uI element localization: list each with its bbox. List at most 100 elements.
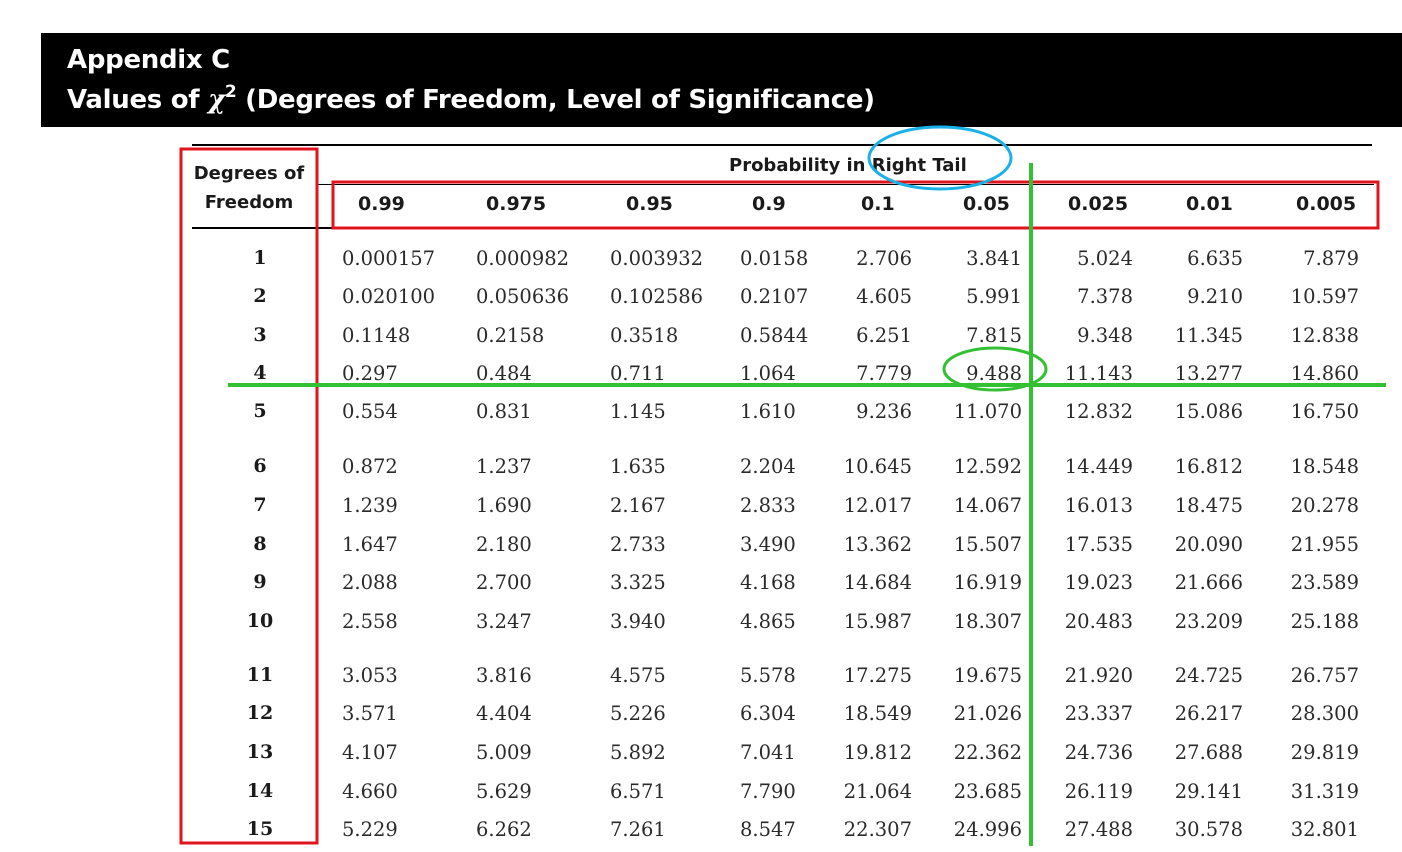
table-cell: 19.675 bbox=[953, 664, 1022, 687]
df-cell: 4 bbox=[253, 362, 267, 384]
probability-column-header: 0.01 bbox=[1186, 193, 1233, 215]
probability-column-header: 0.9 bbox=[752, 193, 786, 215]
table-cell: 4.575 bbox=[610, 664, 666, 687]
table-cell: 24.725 bbox=[1174, 664, 1243, 687]
table-cell: 21.026 bbox=[953, 702, 1022, 725]
table-cell: 0.711 bbox=[610, 362, 666, 385]
table-cell: 30.578 bbox=[1174, 818, 1243, 841]
table-cell: 15.507 bbox=[953, 533, 1022, 556]
table-cell: 12.017 bbox=[843, 494, 912, 517]
table-cell: 29.141 bbox=[1174, 780, 1243, 803]
table-cell: 4.168 bbox=[740, 571, 796, 594]
table-cell: 11.070 bbox=[953, 400, 1022, 423]
df-cell: 5 bbox=[253, 400, 267, 422]
table-cell: 5.578 bbox=[740, 664, 796, 687]
table-cell: 0.2107 bbox=[740, 285, 809, 308]
df-cell: 12 bbox=[246, 702, 274, 724]
table-cell: 0.003932 bbox=[610, 247, 704, 270]
table-cell: 13.362 bbox=[843, 533, 912, 556]
table-cell: 0.000157 bbox=[342, 247, 436, 270]
probability-column-header: 0.025 bbox=[1068, 193, 1129, 215]
table-cell: 0.554 bbox=[342, 400, 398, 423]
table-cell: 3.247 bbox=[476, 610, 532, 633]
table-cell: 2.180 bbox=[476, 533, 532, 556]
df-cell: 8 bbox=[253, 533, 267, 555]
table-cell: 10.645 bbox=[843, 455, 912, 478]
table-cell: 7.041 bbox=[740, 741, 796, 764]
table-cell: 1.064 bbox=[740, 362, 796, 385]
probability-column-header: 0.95 bbox=[626, 193, 673, 215]
table-cell: 3.571 bbox=[342, 702, 398, 725]
table-cell: 5.991 bbox=[966, 285, 1022, 308]
probability-column-header: 0.005 bbox=[1296, 193, 1357, 215]
table-cell: 3.940 bbox=[610, 610, 666, 633]
table-cell: 0.050636 bbox=[476, 285, 570, 308]
table-cell: 5.009 bbox=[476, 741, 532, 764]
table-cell: 27.488 bbox=[1064, 818, 1133, 841]
table-cell: 17.275 bbox=[843, 664, 912, 687]
df-header-line2: Freedom bbox=[204, 192, 294, 213]
probability-header: Probability in Right Tail bbox=[729, 155, 967, 176]
table-cell: 4.605 bbox=[856, 285, 912, 308]
table-cell: 9.210 bbox=[1187, 285, 1243, 308]
probability-column-header: 0.1 bbox=[861, 193, 895, 215]
table-cell: 21.920 bbox=[1064, 664, 1133, 687]
table-cell: 0.484 bbox=[476, 362, 532, 385]
table-cell: 15.086 bbox=[1174, 400, 1243, 423]
table-cell: 7.779 bbox=[856, 362, 912, 385]
table-cell: 22.362 bbox=[953, 741, 1022, 764]
table-cell: 26.757 bbox=[1290, 664, 1359, 687]
table-cell: 1.239 bbox=[342, 494, 398, 517]
table-cell: 23.589 bbox=[1290, 571, 1359, 594]
appendix-subtitle: Values of χ2 (Degrees of Freedom, Level … bbox=[67, 82, 875, 115]
table-cell: 0.102586 bbox=[610, 285, 704, 308]
table-cell: 7.378 bbox=[1077, 285, 1133, 308]
table-cell: 3.053 bbox=[342, 664, 398, 687]
table-cell: 24.736 bbox=[1064, 741, 1133, 764]
df-cell: 15 bbox=[246, 818, 274, 840]
table-top-rule bbox=[192, 144, 1372, 146]
table-cell: 21.064 bbox=[843, 780, 912, 803]
table-cell: 1.635 bbox=[610, 455, 666, 478]
table-cell: 18.549 bbox=[843, 702, 912, 725]
table-cell: 0.5844 bbox=[740, 324, 809, 347]
table-cell: 0.020100 bbox=[342, 285, 436, 308]
table-cell: 5.229 bbox=[342, 818, 398, 841]
table-cell: 0.3518 bbox=[610, 324, 679, 347]
table-cell: 2.088 bbox=[342, 571, 398, 594]
table-cell: 5.892 bbox=[610, 741, 666, 764]
table-cell: 4.660 bbox=[342, 780, 398, 803]
table-cell: 5.024 bbox=[1077, 247, 1133, 270]
chi-power: 2 bbox=[224, 82, 237, 102]
table-cell: 11.143 bbox=[1064, 362, 1133, 385]
table-cell: 25.188 bbox=[1290, 610, 1359, 633]
table-cell: 15.987 bbox=[843, 610, 912, 633]
table-cell: 17.535 bbox=[1064, 533, 1133, 556]
probability-header-underline bbox=[318, 184, 1374, 185]
table-cell: 5.629 bbox=[476, 780, 532, 803]
probability-column-header: 0.05 bbox=[963, 193, 1010, 215]
table-cell: 2.700 bbox=[476, 571, 532, 594]
table-cell: 3.841 bbox=[966, 247, 1022, 270]
df-cell: 11 bbox=[246, 664, 274, 686]
table-cell: 2.204 bbox=[740, 455, 796, 478]
table-cell: 9.348 bbox=[1077, 324, 1133, 347]
table-cell: 26.217 bbox=[1174, 702, 1243, 725]
table-cell: 0.2158 bbox=[476, 324, 545, 347]
table-cell: 31.319 bbox=[1290, 780, 1359, 803]
table-cell: 23.685 bbox=[953, 780, 1022, 803]
df-cell: 9 bbox=[253, 571, 267, 593]
df-header-line1: Degrees of bbox=[193, 163, 305, 184]
appendix-header-bar bbox=[41, 33, 1402, 127]
table-cell: 7.261 bbox=[610, 818, 666, 841]
table-cell: 0.1148 bbox=[342, 324, 411, 347]
table-cell: 1.145 bbox=[610, 400, 666, 423]
table-cell: 16.812 bbox=[1174, 455, 1243, 478]
table-cell: 9.236 bbox=[856, 400, 912, 423]
table-cell: 13.277 bbox=[1174, 362, 1243, 385]
table-cell: 16.919 bbox=[953, 571, 1022, 594]
table-cell: 29.819 bbox=[1290, 741, 1359, 764]
table-cell: 14.860 bbox=[1290, 362, 1359, 385]
appendix-title: Appendix C bbox=[67, 45, 230, 75]
table-cell: 1.647 bbox=[342, 533, 398, 556]
